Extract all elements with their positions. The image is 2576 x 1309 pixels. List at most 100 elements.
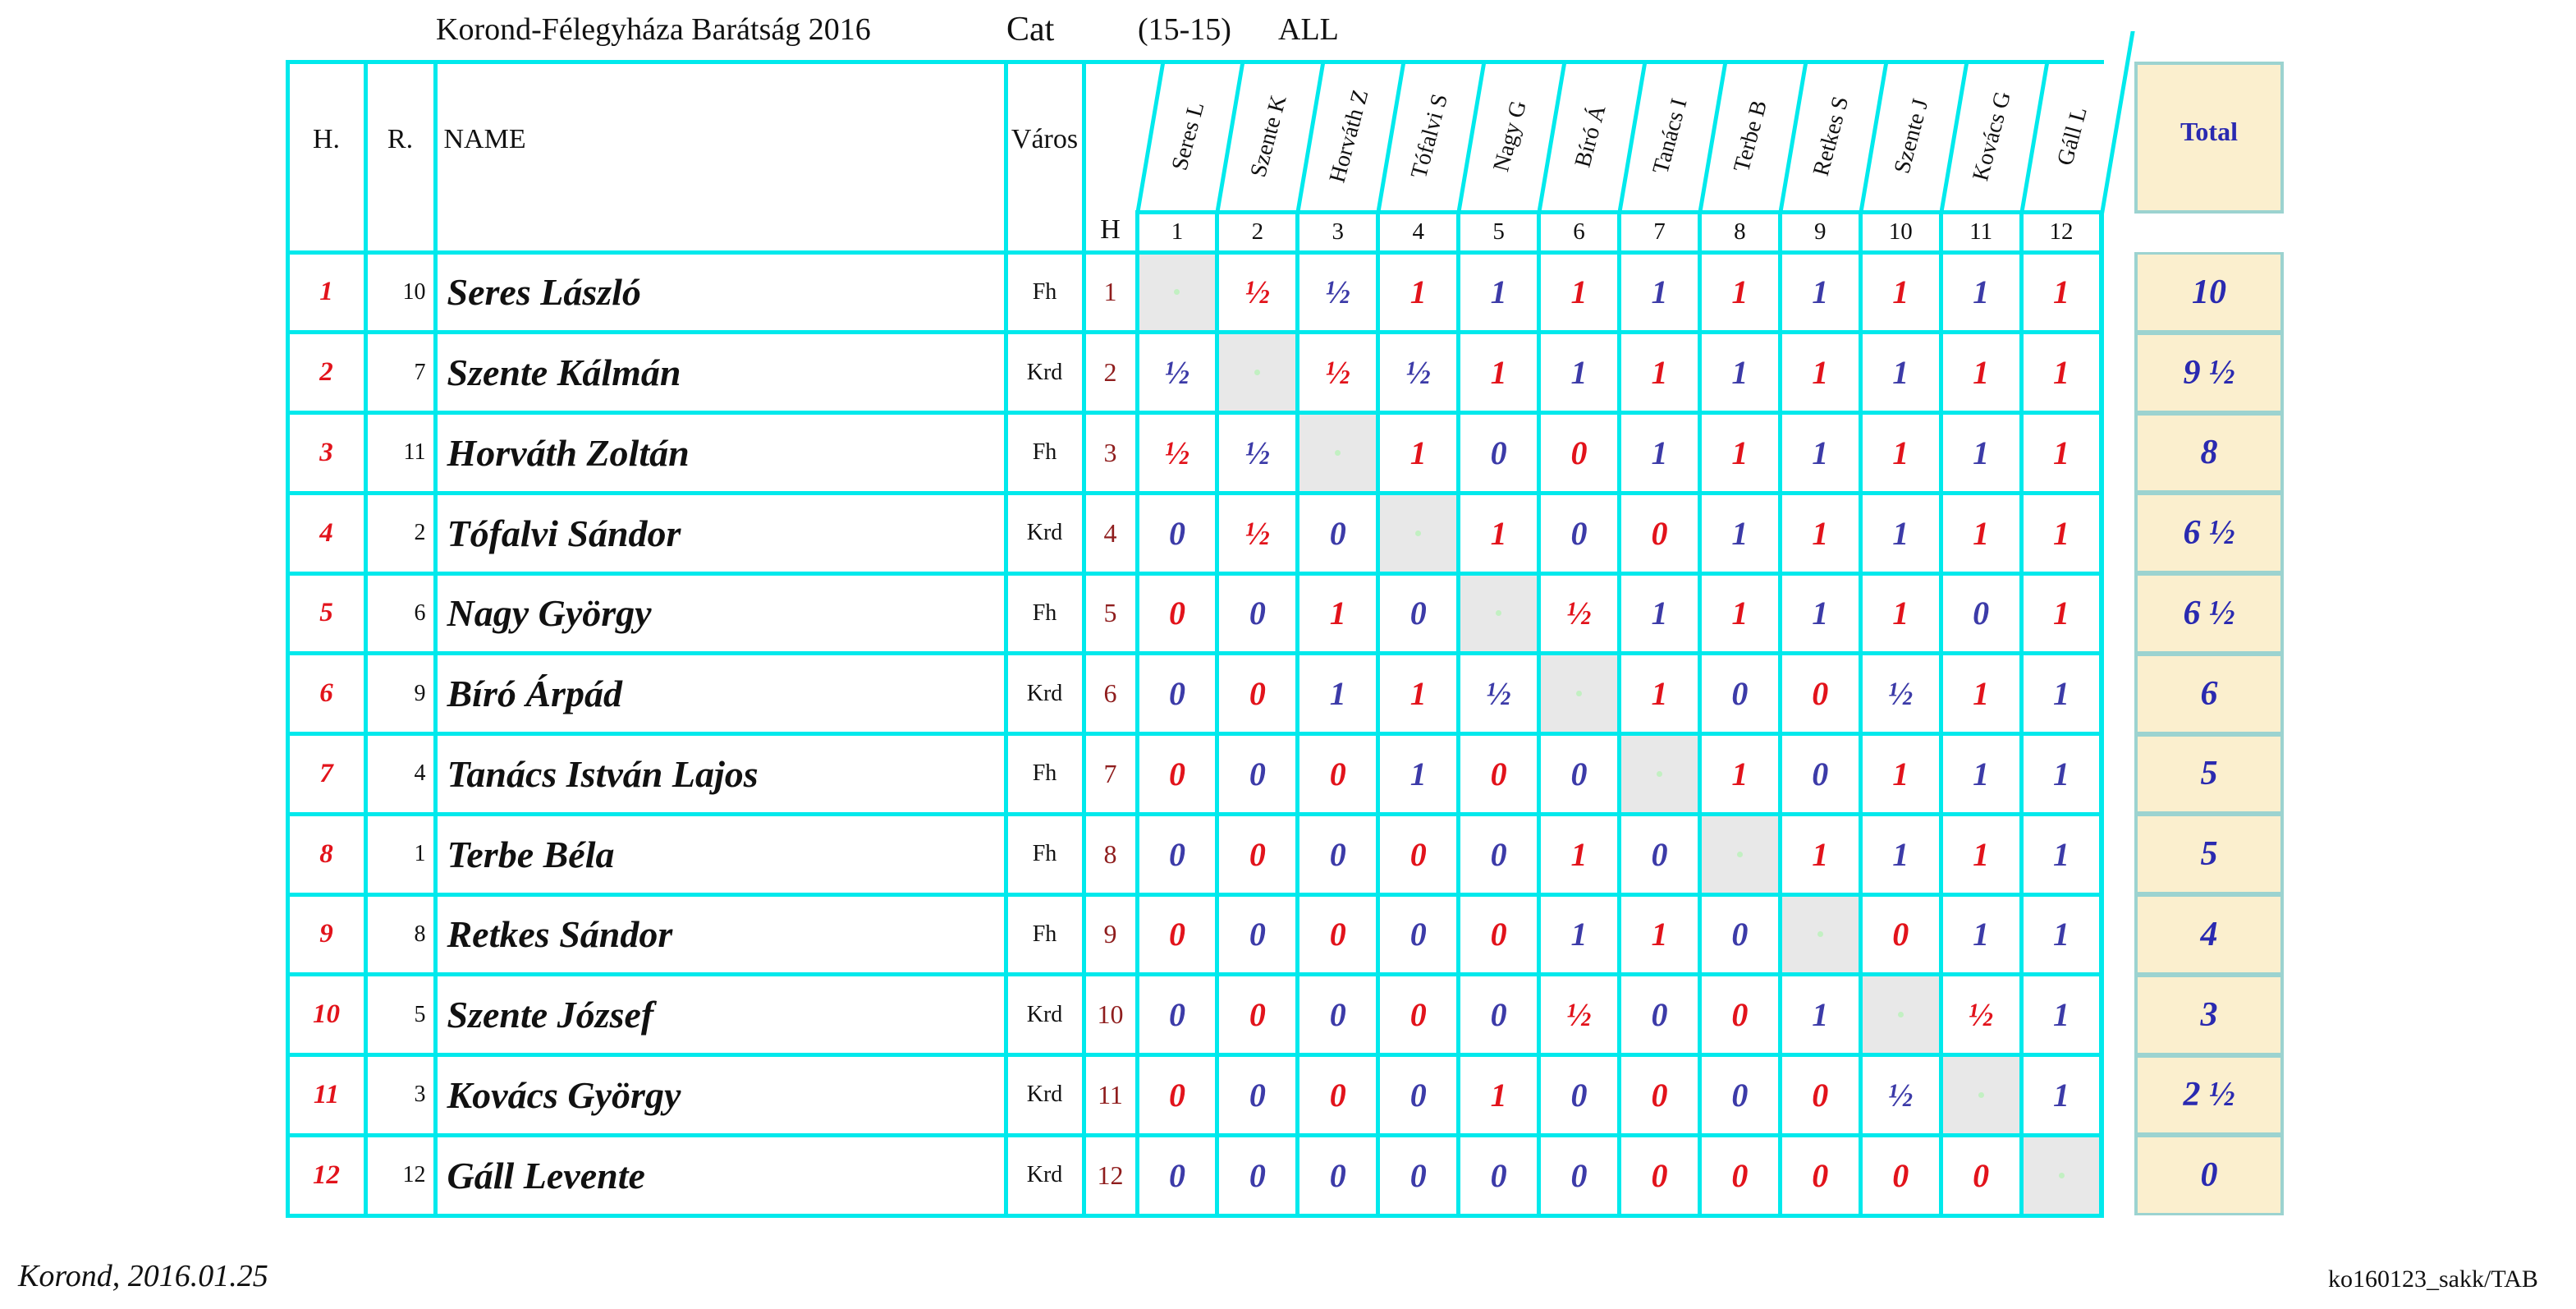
result-cell: ½ (1862, 1057, 1939, 1133)
result-cell: ½ (1219, 494, 1296, 572)
result-cell: 0 (1219, 655, 1296, 732)
result-cell: ½ (1380, 334, 1457, 411)
result-cell: 0 (1139, 815, 1216, 893)
total-cell: 3 (2138, 976, 2280, 1053)
rowno-column-header: H (1085, 63, 1135, 250)
total-cell: 4 (2138, 897, 2280, 972)
total-cell: 6 ½ (2138, 495, 2280, 571)
result-cell: 0 (1781, 1137, 1859, 1214)
round-number: 1 (1139, 214, 1216, 250)
result-cell: 0 (1380, 976, 1457, 1053)
result-cell: 1 (1621, 575, 1698, 652)
result-cell: 1 (1942, 415, 2019, 491)
result-cell: 1 (2023, 334, 2100, 411)
result-cell: 1 (2023, 976, 2100, 1053)
result-cell: 0 (1139, 736, 1216, 812)
player-name-cell: Szente Kálmán (437, 334, 1004, 411)
result-cell: 1 (2023, 254, 2100, 331)
round-number: 8 (1701, 214, 1778, 250)
category-label: Cat (1006, 11, 1055, 48)
player-name-cell: Tófalvi Sándor (437, 494, 1004, 572)
result-cell: 1 (1781, 575, 1859, 652)
result-cell: 1 (1862, 494, 1939, 572)
result-cell: 1 (2023, 655, 2100, 732)
result-cell: 0 (1942, 575, 2019, 652)
result-cell: 0 (1219, 736, 1296, 812)
city-cell: Fh (1007, 815, 1082, 893)
city-cell: Krd (1007, 1057, 1082, 1133)
city-cell: Krd (1007, 976, 1082, 1053)
place-cell: 10 (289, 976, 364, 1053)
result-cell: 0 (1139, 976, 1216, 1053)
rowno-cell: 10 (1085, 976, 1135, 1053)
startno-cell: 2 (367, 494, 433, 572)
total-cell: 6 (2138, 655, 2280, 732)
total-cell: 10 (2138, 255, 2280, 330)
startno-cell: 1 (367, 815, 433, 893)
diagonal-cell (2023, 1137, 2100, 1214)
place-column-header: H. (289, 63, 364, 250)
rowno-cell: 8 (1085, 815, 1135, 893)
place-cell: 4 (289, 494, 364, 572)
result-cell: 1 (2023, 494, 2100, 572)
result-cell: 1 (1781, 494, 1859, 572)
result-cell: 1 (1701, 736, 1778, 812)
player-name-cell: Gáll Levente (437, 1137, 1004, 1214)
city-cell: Krd (1007, 1137, 1082, 1214)
name-column-header: NAME (437, 63, 1004, 250)
place-cell: 5 (289, 575, 364, 652)
result-cell: ½ (1139, 415, 1216, 491)
result-cell: 1 (1781, 415, 1859, 491)
result-cell: 0 (1139, 896, 1216, 973)
result-cell: 1 (1460, 254, 1538, 331)
result-cell: 0 (1541, 415, 1617, 491)
city-cell: Krd (1007, 334, 1082, 411)
diagonal-dot (1978, 1091, 1984, 1098)
result-cell: 1 (1942, 736, 2019, 812)
result-cell: 0 (1219, 1057, 1296, 1133)
result-cell: 1 (1380, 655, 1457, 732)
result-cell: 0 (1299, 736, 1377, 812)
rowno-cell: 5 (1085, 575, 1135, 652)
startno-cell: 10 (367, 254, 433, 331)
rowno-cell: 6 (1085, 655, 1135, 732)
result-cell: 0 (1781, 736, 1859, 812)
result-cell: 0 (1942, 1137, 2019, 1214)
total-cell: 6 ½ (2138, 576, 2280, 651)
startno-cell: 11 (367, 415, 433, 491)
diagonal-dot (1496, 610, 1502, 617)
diagonal-dot (1897, 1012, 1904, 1018)
result-cell: 1 (1862, 575, 1939, 652)
rowno-cell: 2 (1085, 334, 1135, 411)
city-column-header: Város (1007, 63, 1082, 250)
startno-cell: 12 (367, 1137, 433, 1214)
diagonal-cell (1139, 254, 1216, 331)
result-cell: 1 (2023, 896, 2100, 973)
result-cell: 0 (1621, 1137, 1698, 1214)
diagonal-dot (1254, 370, 1261, 376)
result-cell: 1 (1781, 815, 1859, 893)
result-cell: 0 (1460, 815, 1538, 893)
rowno-cell: 9 (1085, 896, 1135, 973)
result-cell: ½ (1299, 334, 1377, 411)
round-number: 5 (1460, 214, 1538, 250)
player-name-cell: Tanács István Lajos (437, 736, 1004, 812)
result-cell: 1 (1942, 655, 2019, 732)
place-cell: 8 (289, 815, 364, 893)
result-cell: 1 (1299, 575, 1377, 652)
result-cell: 0 (1460, 415, 1538, 491)
result-cell: 0 (1621, 815, 1698, 893)
round-number: 2 (1219, 214, 1296, 250)
startno-column-header: R. (367, 63, 433, 250)
result-cell: ½ (1460, 655, 1538, 732)
result-cell: 1 (1380, 254, 1457, 331)
startno-cell: 9 (367, 655, 433, 732)
result-cell: 0 (1299, 896, 1377, 973)
result-cell: 0 (1862, 896, 1939, 973)
result-cell: 0 (1380, 896, 1457, 973)
result-cell: 1 (1380, 736, 1457, 812)
result-cell: 1 (1541, 815, 1617, 893)
place-cell: 6 (289, 655, 364, 732)
rowno-cell: 11 (1085, 1057, 1135, 1133)
